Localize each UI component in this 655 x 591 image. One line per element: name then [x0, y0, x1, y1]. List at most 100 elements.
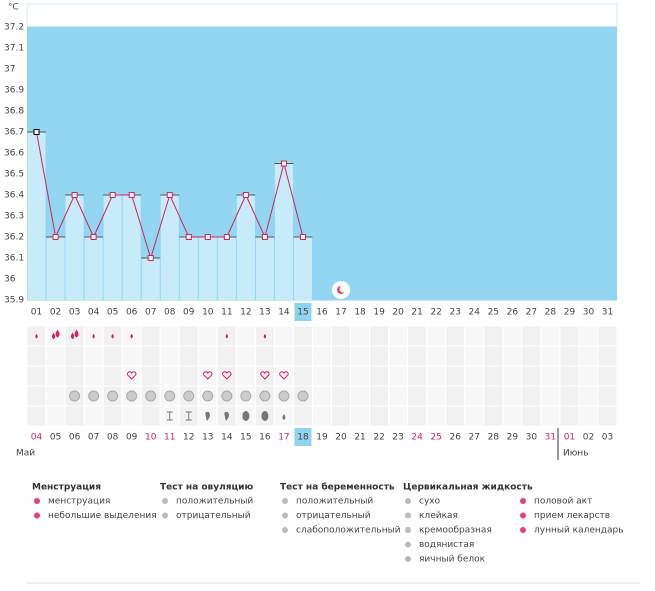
temperature-point: [204, 234, 211, 240]
date-label: 26: [449, 433, 461, 443]
drop-icon: [70, 332, 75, 340]
temperature-point: [52, 234, 59, 240]
test-icon: [145, 390, 157, 402]
day-column: [26, 325, 47, 427]
drop-icon: [111, 333, 114, 339]
y-tick-label: 36: [4, 275, 16, 285]
day-column: [540, 325, 561, 427]
x-tick-label: 05: [107, 308, 118, 318]
temperature-bar: [179, 237, 198, 300]
test-icon: [107, 390, 119, 402]
month-label: Июнь: [563, 449, 589, 459]
date-label: 20: [335, 433, 347, 443]
legend-icon: [520, 498, 526, 504]
test-icon: [297, 390, 309, 402]
legend-item: сухо: [419, 497, 441, 507]
x-tick-label: 17: [335, 308, 346, 318]
day-column: [311, 325, 333, 427]
date-label: 11: [164, 433, 175, 443]
temperature-bar: [217, 237, 236, 300]
legend-item: небольшие выделения: [48, 511, 157, 521]
test-icon: [278, 390, 290, 402]
drop-icon: [35, 333, 38, 339]
day-column: [45, 325, 66, 427]
x-tick-label: 28: [545, 308, 557, 318]
x-tick-label: 19: [373, 308, 385, 318]
heart-icon: [222, 371, 232, 380]
x-tick-label: 22: [430, 308, 441, 318]
drop-icon: [130, 333, 133, 339]
date-highlight: [294, 428, 312, 446]
heart-icon: [279, 371, 289, 380]
y-tick-label: 36.9: [4, 86, 24, 96]
x-tick-label: 15: [297, 308, 308, 318]
date-label: 03: [602, 433, 613, 443]
y-tick-label: 37: [4, 65, 15, 75]
temperature-point: [166, 192, 173, 198]
y-tick-label: 36.6: [4, 149, 24, 159]
x-tick-label: 02: [50, 308, 61, 318]
legend-icon: [162, 512, 168, 519]
y-tick-label: 36.4: [4, 191, 24, 201]
test-icon: [88, 390, 100, 402]
y-tick-label: 36.1: [4, 254, 24, 264]
test-icon: [126, 390, 138, 402]
temperature-bar: [122, 195, 141, 300]
day-column: [559, 325, 580, 427]
heart-icon: [260, 371, 270, 380]
x-tick-label: 01: [31, 308, 42, 318]
day-column: [331, 325, 352, 427]
y-tick-label: 36.5: [4, 170, 24, 180]
date-label: 12: [183, 433, 194, 443]
test-icon: [202, 390, 214, 402]
day-column: [502, 325, 523, 427]
legend-icon: [282, 498, 288, 504]
plot-top: [26, 3, 618, 28]
date-label: 19: [316, 433, 328, 443]
legend-item: лунный календарь: [534, 526, 624, 536]
legend-icon: [162, 498, 168, 504]
legend-icon: [282, 512, 288, 519]
date-label: 08: [107, 433, 119, 443]
temperature-bar: [103, 195, 122, 300]
day-column: [483, 325, 504, 427]
y-tick-label: 36.7: [4, 128, 24, 138]
date-label: 18: [297, 433, 309, 443]
day-column: [292, 325, 313, 427]
day-column: [64, 325, 85, 427]
date-label: 14: [221, 433, 233, 443]
temperature-bar: [27, 132, 46, 300]
legend-title: Цервикальная жидкость: [403, 483, 533, 493]
date-label: 21: [354, 433, 365, 443]
egg-white-icon: [242, 411, 250, 421]
day-column: [407, 325, 428, 427]
date-label: 24: [411, 433, 423, 443]
legend-icon: [34, 512, 40, 519]
temperature-point: [261, 234, 268, 240]
temperature-bar: [198, 237, 217, 300]
drop-icon: [282, 414, 286, 420]
legend-icon: [405, 512, 411, 519]
x-tick-label: 04: [88, 308, 100, 318]
date-label: 15: [240, 433, 251, 443]
x-tick-label: 12: [240, 308, 251, 318]
temperature-bar: [46, 237, 65, 300]
day-column: [83, 325, 104, 427]
temperature-point: [128, 192, 135, 198]
legend-item: отрицательный: [176, 511, 251, 521]
temperature-bar: [84, 237, 103, 300]
moon-icon-cut: [339, 285, 347, 293]
day-column: [121, 325, 142, 427]
x-tick-label: 21: [411, 308, 422, 318]
drop-icon: [263, 333, 267, 339]
drop-icon: [74, 329, 79, 338]
egg-white-icon: [261, 411, 269, 421]
legend-item: кремообразная: [419, 526, 492, 536]
sticky-icon: [166, 411, 173, 421]
legend-title: Тест на овуляцию: [160, 483, 253, 493]
day-column: [578, 325, 599, 427]
date-label: 23: [392, 433, 403, 443]
legend-item: менструация: [48, 497, 110, 507]
legend-item: положительный: [296, 497, 373, 507]
test-icon: [240, 390, 252, 402]
